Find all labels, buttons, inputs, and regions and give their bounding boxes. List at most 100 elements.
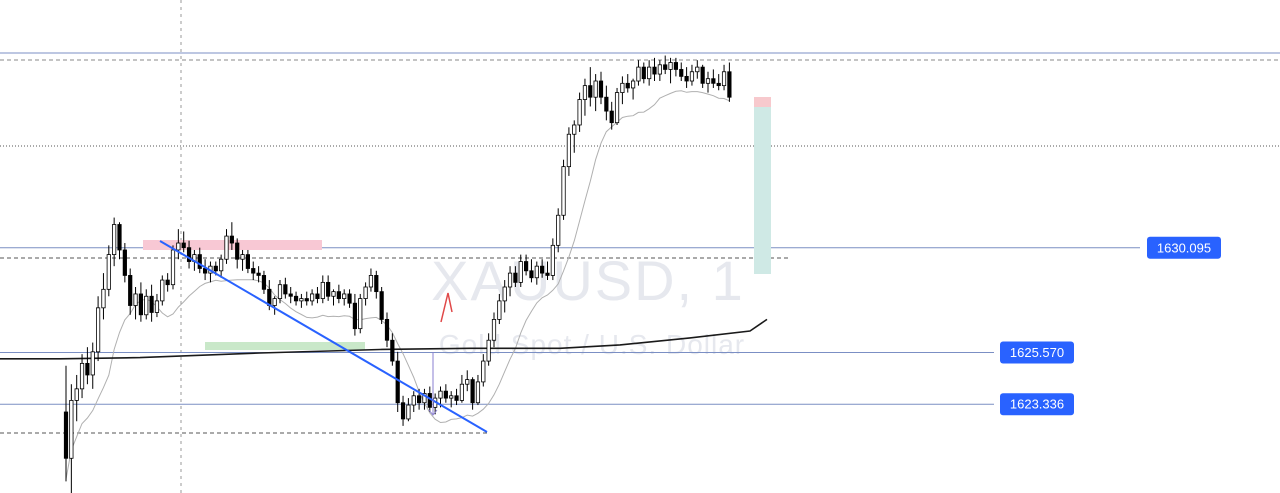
candles — [63, 55, 732, 493]
candle — [540, 259, 545, 278]
candle — [85, 347, 90, 385]
candle-body — [256, 272, 261, 276]
candle — [443, 384, 448, 403]
candle-body — [700, 66, 705, 84]
candle-body — [358, 298, 363, 330]
position-stop-zone[interactable] — [754, 97, 771, 107]
candle-body — [588, 85, 593, 98]
candle-body — [342, 293, 347, 299]
watermark-description: Gold Spot / U.S. Dollar — [439, 329, 745, 360]
candle-body — [138, 293, 143, 316]
price-label-box — [1000, 341, 1074, 364]
arrow-drawing[interactable] — [440, 292, 453, 323]
candle-body — [716, 82, 721, 87]
candle-body — [277, 284, 283, 299]
candle — [331, 289, 336, 306]
candle-body — [293, 295, 299, 302]
candle-body — [122, 249, 127, 276]
candle — [320, 275, 325, 304]
candle-body — [165, 279, 170, 286]
candle-body — [641, 66, 646, 80]
candle-body — [470, 379, 475, 404]
candle-body — [636, 66, 641, 82]
candle — [486, 333, 491, 366]
candle — [411, 391, 416, 412]
candle — [647, 60, 652, 86]
candle-body — [411, 395, 416, 406]
candle-body — [518, 261, 523, 283]
candle-body — [374, 275, 379, 293]
candle-body — [176, 242, 181, 251]
candle — [245, 249, 250, 274]
candle — [593, 74, 598, 112]
demand-zone[interactable] — [205, 342, 365, 350]
candle-body — [652, 66, 657, 75]
candle-body — [524, 261, 529, 272]
supply-zone[interactable] — [143, 240, 322, 250]
candle-body — [465, 379, 470, 385]
candle — [705, 71, 711, 93]
drawings[interactable] — [159, 240, 488, 433]
candle-body — [406, 404, 411, 420]
candle-body — [449, 395, 454, 399]
candle — [663, 55, 668, 75]
candle — [277, 280, 283, 304]
candle — [497, 293, 502, 325]
candle — [614, 87, 620, 125]
price-label-text: 1630.095 — [1157, 240, 1211, 255]
candle-body — [598, 80, 604, 98]
candle-body — [422, 393, 427, 404]
candle-body — [154, 300, 160, 313]
price-label-level-1623: 1623.336 — [1000, 393, 1074, 416]
drawing-zones[interactable] — [143, 97, 771, 350]
candle — [90, 342, 95, 389]
watermark-symbol: XAUUSD, 1 — [431, 249, 745, 312]
candle-body — [363, 286, 368, 299]
candle-body — [315, 293, 320, 299]
candle — [256, 266, 261, 283]
candle — [374, 270, 379, 299]
candle-body — [647, 66, 652, 80]
candle — [224, 229, 229, 264]
candle — [358, 293, 363, 334]
candle-body — [545, 272, 550, 276]
candle — [106, 245, 111, 297]
candle-body — [283, 284, 288, 295]
position-target-zone[interactable] — [754, 107, 771, 274]
candle — [700, 64, 705, 88]
candle-body — [529, 270, 534, 279]
candle-body — [625, 82, 630, 89]
candle-body — [502, 286, 507, 302]
candle-body — [711, 78, 716, 84]
candle-body — [326, 281, 331, 297]
candle — [122, 243, 127, 283]
candle — [170, 245, 176, 290]
candle-body — [400, 402, 406, 420]
candle-body — [481, 360, 486, 383]
candle-body — [486, 339, 491, 362]
candle — [689, 64, 695, 86]
candle — [641, 62, 646, 84]
candle-body — [491, 319, 497, 341]
candle — [315, 287, 320, 304]
candle — [695, 60, 700, 79]
ma-slow-line — [0, 318, 768, 360]
candle — [636, 60, 641, 86]
candle — [165, 273, 170, 292]
candle — [74, 374, 79, 422]
candle — [604, 85, 609, 121]
candle — [550, 238, 555, 281]
candle — [491, 312, 497, 348]
candle — [112, 217, 117, 267]
candle — [684, 67, 689, 88]
candle — [406, 398, 411, 422]
candle — [545, 261, 550, 281]
candle — [577, 92, 582, 132]
candle — [293, 291, 299, 306]
candle — [652, 57, 657, 82]
candle-body — [379, 291, 384, 320]
candle-body — [170, 249, 176, 286]
candle-body — [106, 254, 111, 290]
